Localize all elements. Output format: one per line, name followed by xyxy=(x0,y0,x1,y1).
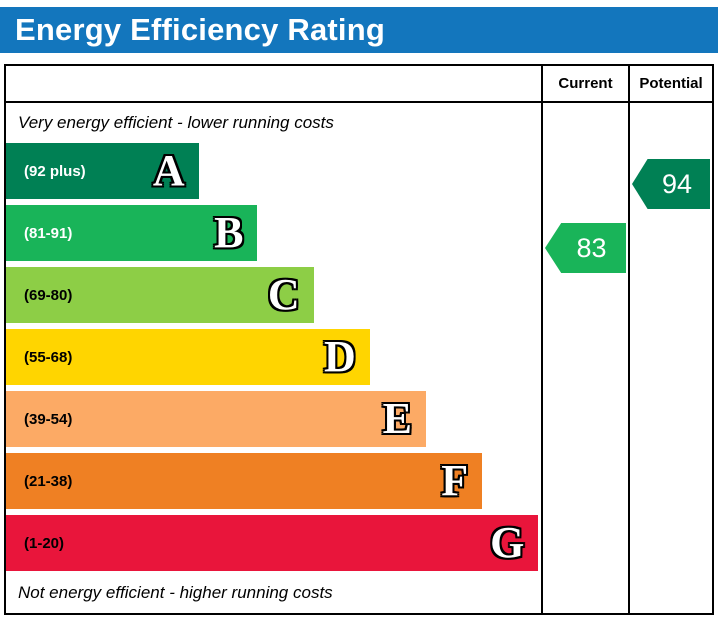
band-list: (92 plus) A (81-91) B (69-80) C (55-68) … xyxy=(6,143,541,571)
epc-band-bar: (55-68) D xyxy=(6,329,370,385)
potential-rating-arrow: 94 xyxy=(632,159,710,209)
band-range-label: (55-68) xyxy=(24,348,73,366)
band-range-label: (69-80) xyxy=(24,286,73,304)
potential-column: 94 xyxy=(628,103,712,613)
band-letter: G xyxy=(490,518,525,567)
epc-band-bar: (1-20) G xyxy=(6,515,539,571)
band-letter: C xyxy=(267,270,300,319)
epc-band-bar: (81-91) B xyxy=(6,205,258,261)
epc-band-bar: (21-38) F xyxy=(6,453,483,509)
band-range-label: (21-38) xyxy=(24,472,73,490)
bottom-note-text: Not energy efficient - higher running co… xyxy=(18,583,333,602)
bands-area: Very energy efficient - lower running co… xyxy=(6,103,541,613)
band-range-label: (92 plus) xyxy=(24,162,86,180)
current-column-label: Current xyxy=(558,75,613,92)
band-range-label: (39-54) xyxy=(24,410,73,428)
header-spacer xyxy=(6,66,541,103)
band-letter: D xyxy=(324,332,356,381)
epc-band-bar: (69-80) C xyxy=(6,267,314,323)
band-range-label: (81-91) xyxy=(24,224,73,242)
band-letter: F xyxy=(441,456,469,505)
bottom-note: Not energy efficient - higher running co… xyxy=(6,571,541,613)
top-note-text: Very energy efficient - lower running co… xyxy=(18,113,334,132)
band-range-label: (1-20) xyxy=(24,534,65,552)
page-title: Energy Efficiency Rating xyxy=(15,12,386,47)
page-title-bar: Energy Efficiency Rating xyxy=(0,7,718,53)
potential-column-header: Potential xyxy=(628,66,712,103)
epc-band-bar: (39-54) E xyxy=(6,391,426,447)
energy-efficiency-chart: Current Potential Very energy efficient … xyxy=(4,64,714,615)
current-column: 83 xyxy=(541,103,628,613)
top-note: Very energy efficient - lower running co… xyxy=(6,103,541,143)
potential-rating-value: 94 xyxy=(661,168,693,199)
band-letter: E xyxy=(382,394,412,443)
current-rating-value: 83 xyxy=(576,232,607,263)
epc-band-bar: (92 plus) A xyxy=(6,143,199,199)
potential-column-label: Potential xyxy=(639,75,703,92)
band-letter: B xyxy=(214,208,244,257)
band-letter: A xyxy=(152,146,185,195)
current-rating-arrow: 83 xyxy=(545,223,626,273)
current-column-header: Current xyxy=(541,66,628,103)
